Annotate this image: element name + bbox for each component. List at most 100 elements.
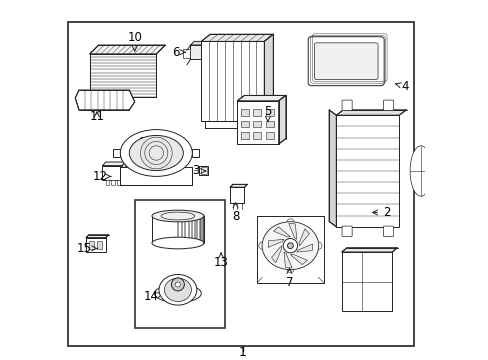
Polygon shape (240, 41, 246, 121)
Bar (253, 132, 261, 139)
Circle shape (258, 242, 265, 249)
Text: 7: 7 (285, 269, 293, 289)
Polygon shape (232, 41, 239, 121)
Polygon shape (122, 162, 125, 180)
Text: 12: 12 (93, 170, 111, 183)
Polygon shape (201, 41, 207, 121)
Bar (106, 180, 109, 185)
Ellipse shape (129, 135, 183, 171)
Polygon shape (230, 184, 247, 187)
Polygon shape (336, 110, 406, 115)
Polygon shape (201, 34, 273, 41)
Polygon shape (271, 246, 281, 263)
Circle shape (283, 238, 297, 253)
FancyBboxPatch shape (314, 43, 377, 80)
Polygon shape (190, 41, 210, 45)
Ellipse shape (159, 274, 196, 305)
Bar (199, 166, 208, 175)
Polygon shape (328, 110, 336, 227)
Ellipse shape (152, 210, 203, 222)
Polygon shape (89, 54, 156, 97)
Bar (257, 216, 323, 283)
Ellipse shape (409, 146, 431, 196)
Bar (241, 132, 248, 139)
Polygon shape (192, 149, 199, 157)
Bar (86, 238, 106, 252)
FancyBboxPatch shape (383, 226, 393, 237)
Text: 14: 14 (143, 291, 162, 303)
Polygon shape (296, 244, 312, 252)
Ellipse shape (154, 284, 201, 302)
Bar (265, 109, 273, 116)
Polygon shape (248, 41, 254, 121)
Bar (237, 101, 278, 144)
Ellipse shape (164, 278, 191, 302)
Bar (200, 167, 207, 174)
Polygon shape (209, 41, 215, 121)
Text: 4: 4 (395, 80, 407, 93)
Circle shape (287, 243, 293, 248)
Circle shape (314, 242, 321, 249)
Polygon shape (273, 227, 290, 237)
Text: 15: 15 (77, 242, 97, 255)
Bar (241, 109, 248, 116)
FancyBboxPatch shape (383, 100, 393, 111)
Text: 1: 1 (238, 346, 246, 359)
Polygon shape (86, 235, 108, 238)
Polygon shape (206, 41, 210, 59)
Bar (265, 132, 273, 139)
Polygon shape (267, 239, 284, 247)
Polygon shape (89, 45, 165, 54)
FancyBboxPatch shape (342, 226, 351, 237)
Text: 13: 13 (213, 253, 228, 269)
Text: 9: 9 (138, 136, 151, 149)
Text: 5: 5 (264, 105, 271, 121)
FancyBboxPatch shape (342, 100, 351, 111)
Bar (134, 200, 224, 328)
Bar (190, 45, 206, 59)
Circle shape (286, 219, 293, 226)
FancyBboxPatch shape (307, 37, 384, 86)
Bar (111, 180, 115, 185)
Bar (117, 180, 120, 185)
Bar (341, 252, 391, 311)
Polygon shape (102, 162, 125, 166)
Polygon shape (217, 41, 223, 121)
Bar (336, 115, 399, 227)
Text: 2: 2 (372, 206, 389, 219)
Polygon shape (264, 34, 273, 121)
Polygon shape (298, 229, 309, 246)
Polygon shape (256, 41, 262, 121)
Polygon shape (120, 167, 192, 185)
Bar (253, 121, 261, 127)
Bar (201, 41, 264, 121)
Polygon shape (288, 224, 296, 239)
Bar (241, 121, 248, 127)
Polygon shape (284, 252, 291, 268)
Polygon shape (237, 95, 285, 101)
Bar (253, 109, 261, 116)
Text: 11: 11 (89, 111, 104, 123)
Circle shape (171, 278, 184, 291)
Bar (230, 187, 244, 203)
Polygon shape (341, 248, 397, 252)
Text: 6: 6 (172, 46, 185, 59)
Ellipse shape (152, 237, 203, 249)
Text: 8: 8 (231, 203, 239, 222)
Bar (89, 241, 94, 249)
Bar (68, 22, 413, 346)
Circle shape (286, 265, 293, 273)
Polygon shape (290, 254, 306, 265)
Ellipse shape (262, 222, 318, 270)
Polygon shape (75, 90, 134, 110)
Text: 3: 3 (192, 165, 205, 177)
Ellipse shape (120, 130, 192, 176)
Polygon shape (113, 149, 120, 157)
Bar (102, 166, 122, 180)
Polygon shape (224, 41, 231, 121)
Circle shape (175, 282, 180, 287)
Bar (183, 49, 190, 58)
Bar (265, 121, 273, 127)
Text: 10: 10 (127, 31, 142, 51)
Bar (97, 241, 102, 249)
